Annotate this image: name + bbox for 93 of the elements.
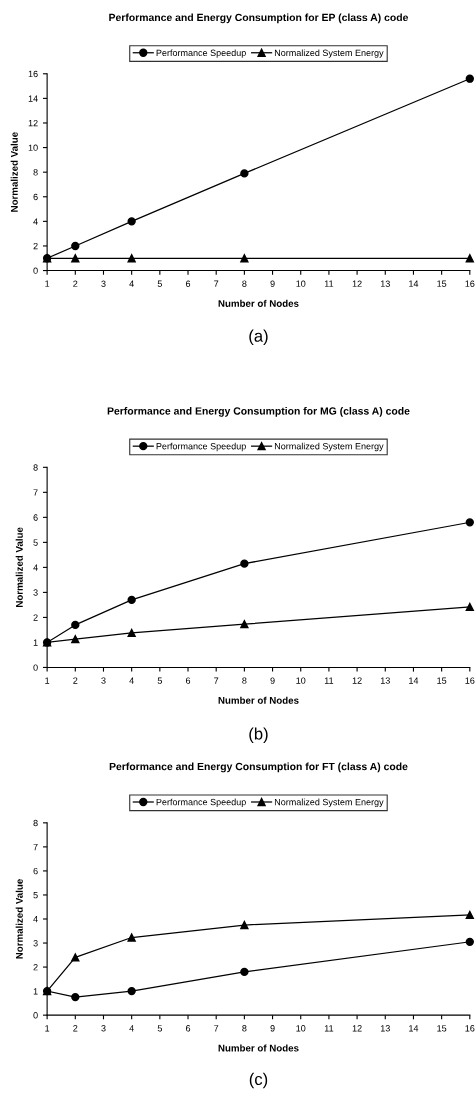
x-axis-title: Number of Nodes <box>218 1044 299 1052</box>
x-tick-label: 11 <box>324 280 334 287</box>
x-tick-label: 3 <box>101 677 106 684</box>
y-tick-label: 8 <box>33 464 38 471</box>
y-axis-title: Normalized Value <box>15 879 23 959</box>
y-tick-label: 2 <box>33 614 38 621</box>
x-tick-label: 4 <box>129 677 134 684</box>
x-tick-label: 1 <box>45 677 50 684</box>
y-tick-label: 2 <box>33 964 38 971</box>
x-tick-label: 9 <box>270 280 275 287</box>
y-tick-label: 5 <box>33 892 38 899</box>
legend-label: Normalized System Energy <box>274 798 384 808</box>
x-tick-label: 11 <box>324 1025 334 1032</box>
x-tick-label: 13 <box>380 677 390 684</box>
x-tick-label: 7 <box>214 280 219 287</box>
x-tick-label: 11 <box>324 677 334 684</box>
x-tick-label: 8 <box>242 280 247 287</box>
x-tick-label: 4 <box>129 1025 134 1032</box>
x-tick-label: 15 <box>437 677 447 684</box>
chart-title: Performance and Energy Consumption for MG (class A) code <box>107 407 410 417</box>
x-tick-label: 2 <box>73 1025 78 1032</box>
y-tick-label: 7 <box>33 843 38 851</box>
y-tick-label: 4 <box>33 564 38 571</box>
legend-label: Performance Speedup <box>156 49 246 58</box>
y-tick-label: 5 <box>33 539 38 546</box>
x-tick-label: 2 <box>73 677 78 684</box>
y-axis-title: Normalized Value <box>10 132 18 212</box>
x-tick-label: 12 <box>352 677 362 684</box>
x-tick-label: 14 <box>409 280 419 287</box>
x-tick-label: 13 <box>380 280 390 287</box>
x-tick-label: 3 <box>101 1025 106 1032</box>
x-tick-label: 12 <box>352 1025 362 1032</box>
text: (b) <box>249 727 268 744</box>
y-tick-label: 4 <box>33 218 38 225</box>
y-tick-label: 10 <box>28 144 38 151</box>
y-tick-label: 8 <box>33 819 38 827</box>
x-tick-label: 14 <box>409 677 419 684</box>
x-tick-label: 12 <box>352 280 362 287</box>
x-tick-label: 6 <box>185 677 191 684</box>
y-tick-label: 4 <box>33 916 38 923</box>
y-tick-label: 1 <box>33 988 38 995</box>
y-tick-label: 3 <box>33 589 38 596</box>
x-tick-label: 1 <box>45 280 50 287</box>
x-tick-label: 5 <box>157 280 162 287</box>
x-tick-label: 15 <box>437 1025 447 1032</box>
chart-title: Performance and Energy Consumption for FT (class A) code <box>109 762 408 773</box>
x-tick-label: 15 <box>437 280 447 287</box>
y-tick-label: 16 <box>28 70 38 78</box>
x-tick-label: 5 <box>157 1025 162 1032</box>
legend-label: Normalized System Energy <box>274 442 384 452</box>
x-tick-label: 10 <box>296 677 306 684</box>
x-tick-label: 7 <box>214 677 219 684</box>
y-axis-title: Normalized Value <box>15 527 23 607</box>
y-tick-label: 14 <box>28 95 38 102</box>
x-tick-label: 16 <box>465 280 475 287</box>
legend-label: Normalized System Energy <box>274 49 384 58</box>
y-tick-label: 8 <box>33 169 38 176</box>
x-tick-label: 5 <box>157 677 162 684</box>
y-tick-label: 2 <box>33 242 38 250</box>
text: (a) <box>249 329 268 346</box>
x-tick-label: 14 <box>409 1025 419 1032</box>
y-tick-label: 7 <box>33 489 38 496</box>
x-tick-label: 6 <box>185 1025 191 1032</box>
y-tick-label: 1 <box>33 639 38 646</box>
y-tick-label: 0 <box>33 267 38 274</box>
text: (c) <box>249 1072 268 1089</box>
x-tick-label: 16 <box>465 1025 475 1032</box>
x-tick-label: 6 <box>185 280 191 287</box>
x-tick-label: 7 <box>214 1025 219 1032</box>
y-tick-label: 3 <box>33 940 38 947</box>
x-tick-label: 4 <box>129 280 134 287</box>
x-tick-label: 2 <box>73 280 78 287</box>
y-tick-label: 6 <box>33 514 38 521</box>
chart-title: Performance and Energy Consumption for EP (class A) code <box>109 13 409 24</box>
x-tick-label: 10 <box>296 1025 306 1032</box>
legend-label: Performance Speedup <box>156 442 246 452</box>
x-axis-title: Number of Nodes <box>218 696 299 704</box>
x-tick-label: 8 <box>242 677 247 684</box>
x-tick-label: 1 <box>45 1025 50 1032</box>
y-tick-label: 6 <box>33 867 38 875</box>
x-tick-label: 10 <box>296 280 306 287</box>
y-tick-label: 6 <box>33 193 38 201</box>
x-tick-label: 3 <box>101 280 106 287</box>
y-tick-label: 0 <box>33 1012 38 1019</box>
x-axis-title: Number of Nodes <box>218 299 299 307</box>
y-tick-label: 12 <box>28 119 38 127</box>
y-tick-label: 0 <box>33 664 38 671</box>
x-tick-label: 16 <box>465 677 475 684</box>
x-tick-label: 13 <box>380 1025 390 1032</box>
x-tick-label: 9 <box>270 677 275 684</box>
x-tick-label: 9 <box>270 1025 275 1032</box>
legend-label: Performance Speedup <box>156 798 246 808</box>
x-tick-label: 8 <box>242 1025 247 1032</box>
